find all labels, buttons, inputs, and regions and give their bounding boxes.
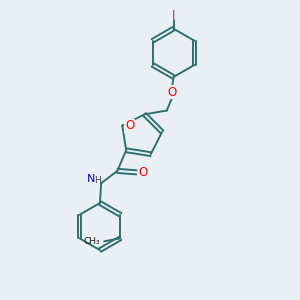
Text: O: O xyxy=(138,166,148,179)
Text: O: O xyxy=(125,119,134,132)
Text: O: O xyxy=(167,86,177,99)
Text: CH₃: CH₃ xyxy=(84,237,101,246)
Text: H: H xyxy=(94,176,101,185)
Text: I: I xyxy=(172,9,175,22)
Text: N: N xyxy=(87,174,95,184)
